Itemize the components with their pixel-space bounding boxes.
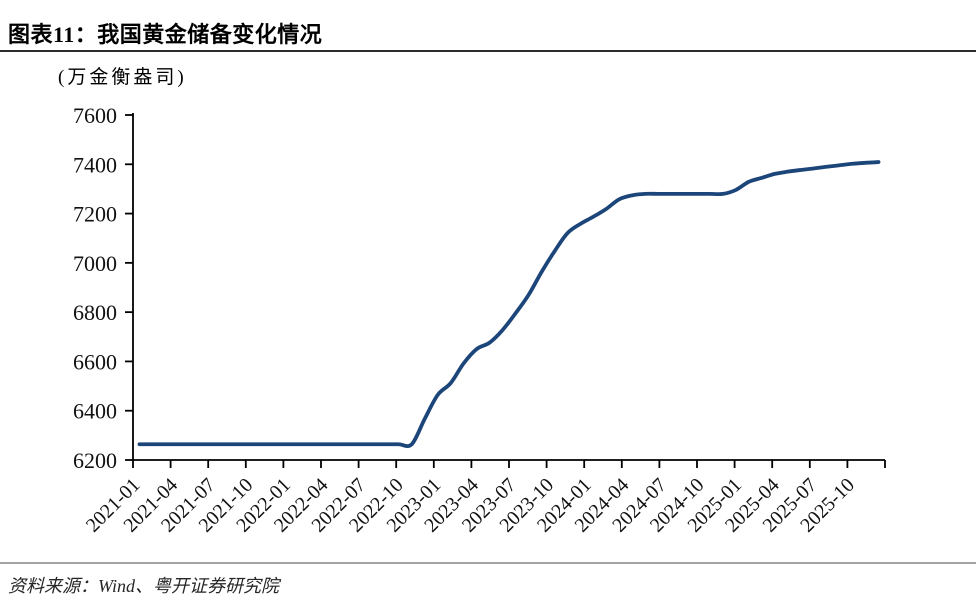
source-note: 资料来源：Wind、粤开证券研究院 [8,576,280,596]
title-divider [0,50,976,53]
gold-reserve-series-line [137,160,881,448]
y-axis-tick-label: 7000 [73,251,117,276]
footer-divider [0,562,976,564]
y-axis-tick-label: 6200 [73,448,117,473]
axis-lines [132,113,885,461]
y-axis-tick-label: 6800 [73,300,117,325]
y-axis-tick-label: 7200 [73,202,117,227]
y-axis-tick-label: 7600 [73,103,117,128]
y-axis-tick-label: 7400 [73,152,117,177]
y-axis-tick-label: 6600 [73,349,117,374]
axis-unit-label: (万金衡盎司) [58,67,187,88]
figure-title: 图表11：我国黄金储备变化情况 [8,22,323,47]
y-axis-tick-label: 6400 [73,399,117,424]
